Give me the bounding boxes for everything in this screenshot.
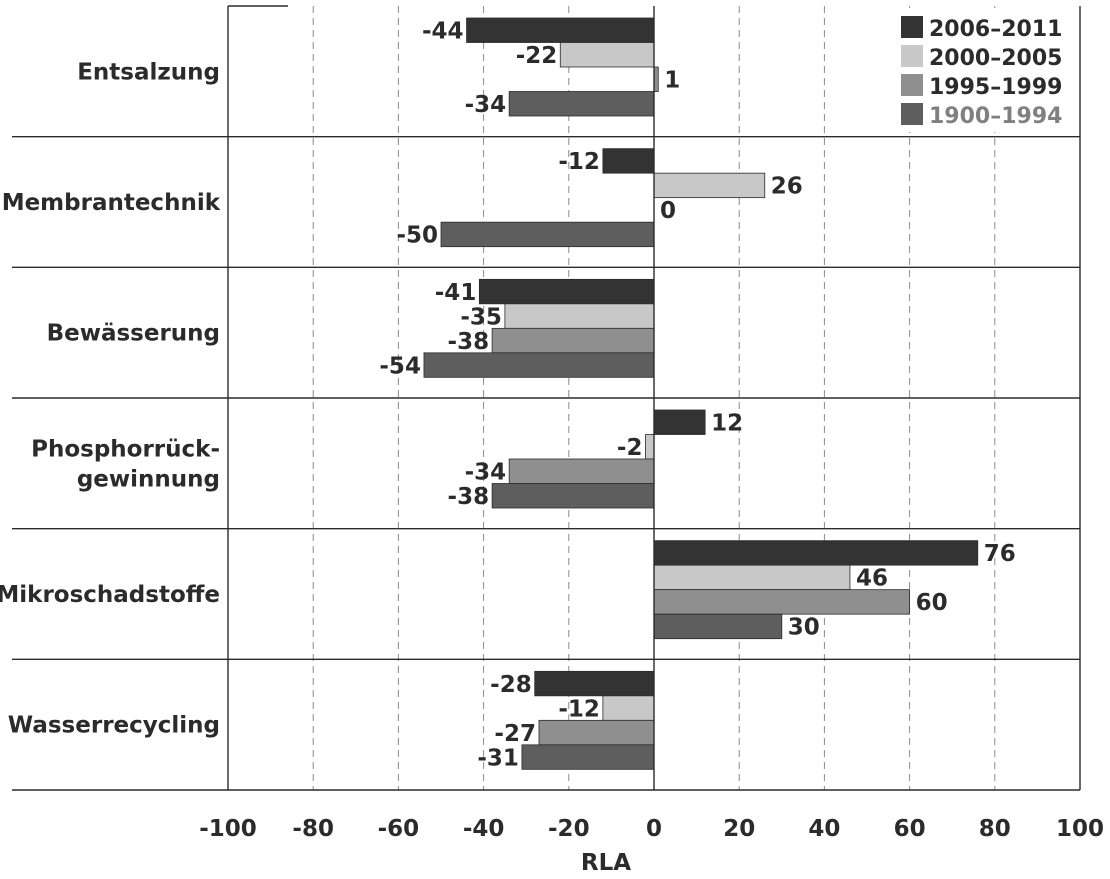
legend: 2006–2011 2000–2005 1995–1999 1900–1994 [895, 8, 1071, 132]
x-tick-label: 100 [1056, 816, 1104, 842]
bar-value-label: 60 [916, 590, 948, 616]
bar-value-label: -12 [558, 149, 600, 175]
bar [653, 172, 766, 199]
legend-swatch [901, 16, 923, 38]
x-tick-label: -20 [548, 816, 590, 842]
bar-value-label: -54 [379, 353, 421, 379]
bar [508, 458, 655, 484]
value-labels: -44-221-34-12260-50-41-35-38-5412-2-34-3… [379, 19, 1015, 772]
x-tick-label: 20 [723, 816, 755, 842]
plot-frame [12, 5, 1081, 791]
bar [423, 352, 655, 378]
category-label: Entsalzung [77, 59, 220, 85]
bar-value-label: -27 [494, 721, 536, 747]
x-tick-label: -100 [199, 816, 257, 842]
x-tick-label: 40 [808, 816, 840, 842]
bar-value-label: -12 [558, 696, 600, 722]
bar-value-label: -28 [490, 672, 532, 698]
bar-value-label: 76 [984, 541, 1016, 567]
legend-swatch [901, 74, 923, 96]
bar-value-label: -38 [448, 329, 490, 355]
legend-swatch [901, 103, 923, 125]
bar [559, 42, 655, 68]
bar [653, 613, 783, 640]
bar-value-label: -34 [465, 92, 507, 118]
category-label: Mikroschadstoffe [0, 582, 220, 608]
bar [440, 221, 655, 248]
legend-label: 2000–2005 [929, 46, 1062, 71]
x-tick-label: 0 [646, 816, 662, 842]
bar [602, 148, 655, 174]
bar-value-label: -50 [396, 223, 438, 249]
bar-value-label: 0 [660, 198, 676, 224]
bar [653, 409, 706, 435]
category-label: Wasserrecycling [8, 713, 220, 739]
legend-label: 2006–2011 [929, 17, 1062, 42]
bar-value-label: -38 [448, 484, 490, 510]
bar [491, 327, 655, 354]
bar-value-label: -22 [516, 43, 558, 69]
bar-value-label: -35 [460, 304, 502, 330]
bar [508, 91, 655, 117]
bar-value-label: -31 [477, 745, 519, 771]
bars [423, 17, 979, 770]
bar [602, 695, 655, 721]
x-tick-labels: -100 -80 -60 -40 -20 0 20 40 60 80 100 [199, 816, 1104, 842]
legend-label: 1900–1994 [929, 104, 1062, 129]
x-tick-label: 60 [894, 816, 926, 842]
bar [653, 564, 851, 591]
legend-swatch [901, 45, 923, 67]
bar-value-label: -44 [422, 19, 464, 45]
category-label: Phosphorrück-gewinnung [31, 436, 220, 492]
bar-value-label: 12 [711, 411, 743, 437]
bar [653, 589, 911, 615]
legend-label: 1995–1999 [929, 75, 1062, 100]
bar [521, 744, 655, 770]
x-tick-label: -60 [378, 816, 420, 842]
legend-background [895, 8, 1071, 132]
x-axis-title: RLA [581, 850, 631, 876]
bar-value-label: 26 [771, 174, 803, 200]
bar [645, 434, 655, 460]
bar-value-label: 46 [856, 566, 888, 592]
category-labels: Entsalzung Membrantechnik Bewässerung Phosp… [0, 59, 221, 738]
bar [491, 483, 655, 509]
bar-value-label: 30 [788, 615, 820, 641]
bar [466, 17, 655, 43]
bar-value-label: -34 [465, 460, 507, 486]
category-label: Membrantechnik [2, 190, 221, 216]
x-tick-label: -80 [292, 816, 334, 842]
bar-value-label: -41 [435, 280, 477, 306]
x-tick-label: -40 [463, 816, 505, 842]
x-tick-label: 80 [979, 816, 1011, 842]
bar-value-label: -2 [617, 435, 643, 461]
bar [478, 278, 655, 305]
bar [653, 540, 979, 566]
bar [538, 719, 655, 746]
bar [504, 303, 655, 329]
bar-value-label: 1 [664, 68, 680, 94]
category-label: Bewässerung [47, 321, 220, 347]
bar [534, 670, 655, 697]
